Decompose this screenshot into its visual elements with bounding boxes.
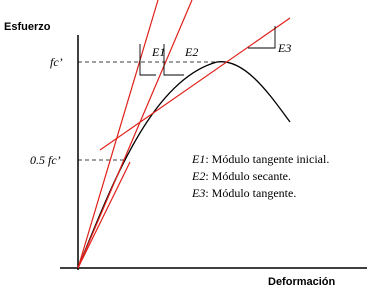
curve [77, 61, 291, 269]
e2-line [77, 0, 193, 269]
e1-line [77, 0, 159, 269]
x-axis-label: Deformación [268, 276, 336, 287]
e1-triangle [139, 44, 156, 76]
legend-e3: E3: Módulo tangente. [191, 186, 296, 200]
legend-text: : Módulo tangente. [205, 186, 296, 200]
legend-key: E3 [191, 186, 205, 200]
peak-label: fc’ [50, 55, 63, 69]
e3-triangle [248, 26, 276, 49]
e2-triangle [163, 44, 184, 76]
legend-key: E1 [191, 152, 205, 166]
e3-line [99, 17, 291, 151]
e1-label: E1 [151, 45, 165, 59]
legend-text: : Módulo secante. [205, 169, 291, 183]
legend-key: E2 [191, 169, 205, 183]
legend-e1: E1: Módulo tangente inicial. [191, 152, 329, 166]
half-label: 0.5 fc’ [30, 153, 61, 167]
e-origin-line [77, 161, 131, 269]
e3-label: E3 [277, 41, 291, 55]
legend-text: : Módulo tangente inicial. [205, 152, 329, 166]
e2-label: E2 [184, 45, 198, 59]
y-axis-label: Esfuerzo [4, 21, 51, 33]
legend-e2: E2: Módulo secante. [191, 169, 291, 183]
